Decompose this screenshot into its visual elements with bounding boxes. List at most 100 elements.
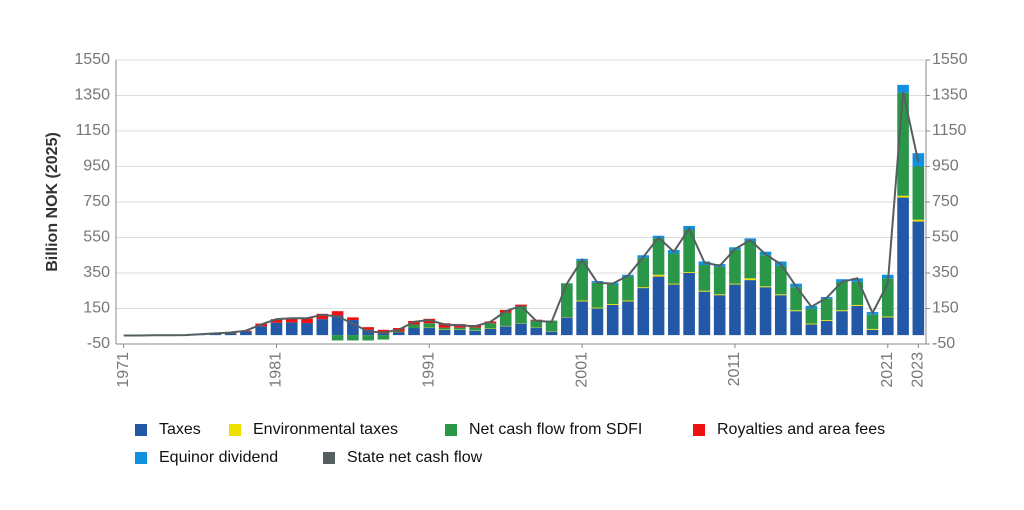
bar-segment bbox=[912, 166, 925, 220]
bar-segment bbox=[576, 260, 588, 301]
bar-segment bbox=[836, 279, 848, 282]
bar-segment bbox=[897, 197, 909, 336]
bar-segment bbox=[377, 333, 390, 336]
net-cash-flow-line bbox=[123, 91, 920, 337]
bar-segment bbox=[591, 282, 604, 308]
bar-segment bbox=[301, 318, 313, 324]
bar-segment bbox=[652, 276, 665, 336]
bar-segment bbox=[255, 326, 267, 336]
bar-segment bbox=[775, 294, 787, 296]
bar-segment bbox=[408, 328, 420, 336]
y-tick-label: -50 bbox=[87, 335, 110, 352]
x-tick-label: 2023 bbox=[910, 352, 927, 388]
bar-segment bbox=[561, 317, 573, 336]
bar-segment bbox=[377, 335, 390, 340]
y-tick-label: 1350 bbox=[74, 87, 110, 104]
bar-segment bbox=[591, 308, 604, 336]
bar-segment bbox=[683, 229, 695, 273]
x-tick-label: 1981 bbox=[268, 352, 285, 388]
bar-segment bbox=[698, 265, 711, 291]
bar-segment bbox=[698, 291, 711, 336]
bar-segment bbox=[713, 295, 726, 336]
bar-segment bbox=[836, 311, 848, 336]
bar-segment bbox=[866, 328, 879, 330]
bar-segment bbox=[836, 310, 848, 312]
y-tick-label: 550 bbox=[83, 229, 110, 246]
bar-segment bbox=[637, 257, 650, 288]
bar-segment bbox=[668, 284, 680, 336]
x-tick-label: 2011 bbox=[726, 352, 743, 387]
bar-segment bbox=[759, 255, 772, 287]
bar-segment bbox=[759, 286, 772, 288]
bar-segment bbox=[805, 323, 818, 325]
bar-segment bbox=[362, 335, 374, 341]
bar-segment bbox=[744, 241, 757, 279]
bar-segment bbox=[897, 84, 909, 93]
legend-label: State net cash flow bbox=[347, 449, 483, 466]
bar-segment bbox=[347, 317, 359, 321]
x-tick-label: 1991 bbox=[421, 352, 438, 388]
bar-segment bbox=[224, 333, 237, 336]
legend-swatch bbox=[445, 424, 457, 436]
bar-segment bbox=[805, 324, 818, 336]
bar-segment bbox=[881, 316, 894, 318]
bar-segment bbox=[331, 311, 344, 316]
bar-segment bbox=[759, 287, 772, 336]
x-tick-label: 2001 bbox=[573, 352, 590, 388]
bar-segment bbox=[897, 195, 909, 198]
bar-segment bbox=[622, 300, 634, 302]
legend-label: Net cash flow from SDFI bbox=[469, 421, 642, 438]
bar-segment bbox=[301, 323, 313, 336]
y2-tick-label: 950 bbox=[932, 158, 959, 175]
bar-segment bbox=[316, 319, 329, 336]
bar-segment bbox=[545, 331, 558, 336]
y-tick-label: 750 bbox=[83, 193, 110, 210]
bar-segment bbox=[408, 324, 420, 329]
bar-segment bbox=[652, 238, 665, 275]
bar-segment bbox=[484, 328, 497, 336]
bar-segment bbox=[454, 327, 466, 330]
y2-tick-label: 350 bbox=[932, 264, 959, 281]
bar-segment bbox=[515, 323, 527, 336]
bar-segment bbox=[912, 219, 925, 222]
bar-segment bbox=[729, 283, 741, 285]
bar-segment bbox=[285, 318, 298, 323]
bar-segment bbox=[392, 331, 405, 333]
bar-segment bbox=[484, 323, 497, 329]
bar-segment bbox=[499, 326, 512, 336]
bar-segment bbox=[606, 304, 619, 336]
bar-segment bbox=[881, 278, 894, 317]
bar-segment bbox=[683, 272, 695, 273]
bar-segment bbox=[775, 295, 787, 336]
bar-segment bbox=[637, 287, 650, 289]
x-tick-label: 1971 bbox=[115, 352, 132, 388]
bar-segment bbox=[729, 249, 741, 284]
bar-segment bbox=[530, 320, 543, 328]
legend-swatch bbox=[135, 424, 147, 436]
bar-segment bbox=[530, 328, 543, 336]
bar-segment bbox=[499, 312, 512, 326]
bar-segment bbox=[438, 327, 451, 330]
y-tick-label: 350 bbox=[83, 264, 110, 281]
bar-segment bbox=[331, 335, 344, 341]
y2-tick-label: 1550 bbox=[932, 51, 968, 68]
legend-label: Environmental taxes bbox=[253, 421, 398, 438]
y-axis-label: Billion NOK (2025) bbox=[44, 132, 61, 272]
bar-segment bbox=[392, 332, 405, 336]
bar-segment bbox=[240, 331, 252, 336]
y2-tick-label: 150 bbox=[932, 300, 959, 317]
bar-segment bbox=[454, 329, 466, 336]
bar-segment bbox=[805, 308, 818, 324]
bar-segment bbox=[698, 290, 711, 292]
y-tick-label: 1550 bbox=[74, 51, 110, 68]
bar-segment bbox=[606, 304, 619, 305]
bar-segment bbox=[851, 305, 864, 336]
bar-segment bbox=[820, 320, 833, 336]
bar-segment bbox=[591, 307, 604, 309]
bar-segment bbox=[713, 294, 726, 296]
bar-segment bbox=[576, 300, 588, 302]
bar-segment bbox=[469, 330, 481, 336]
bar-segment bbox=[316, 313, 329, 320]
legend-swatch bbox=[693, 424, 705, 436]
bar-segment bbox=[668, 283, 680, 285]
